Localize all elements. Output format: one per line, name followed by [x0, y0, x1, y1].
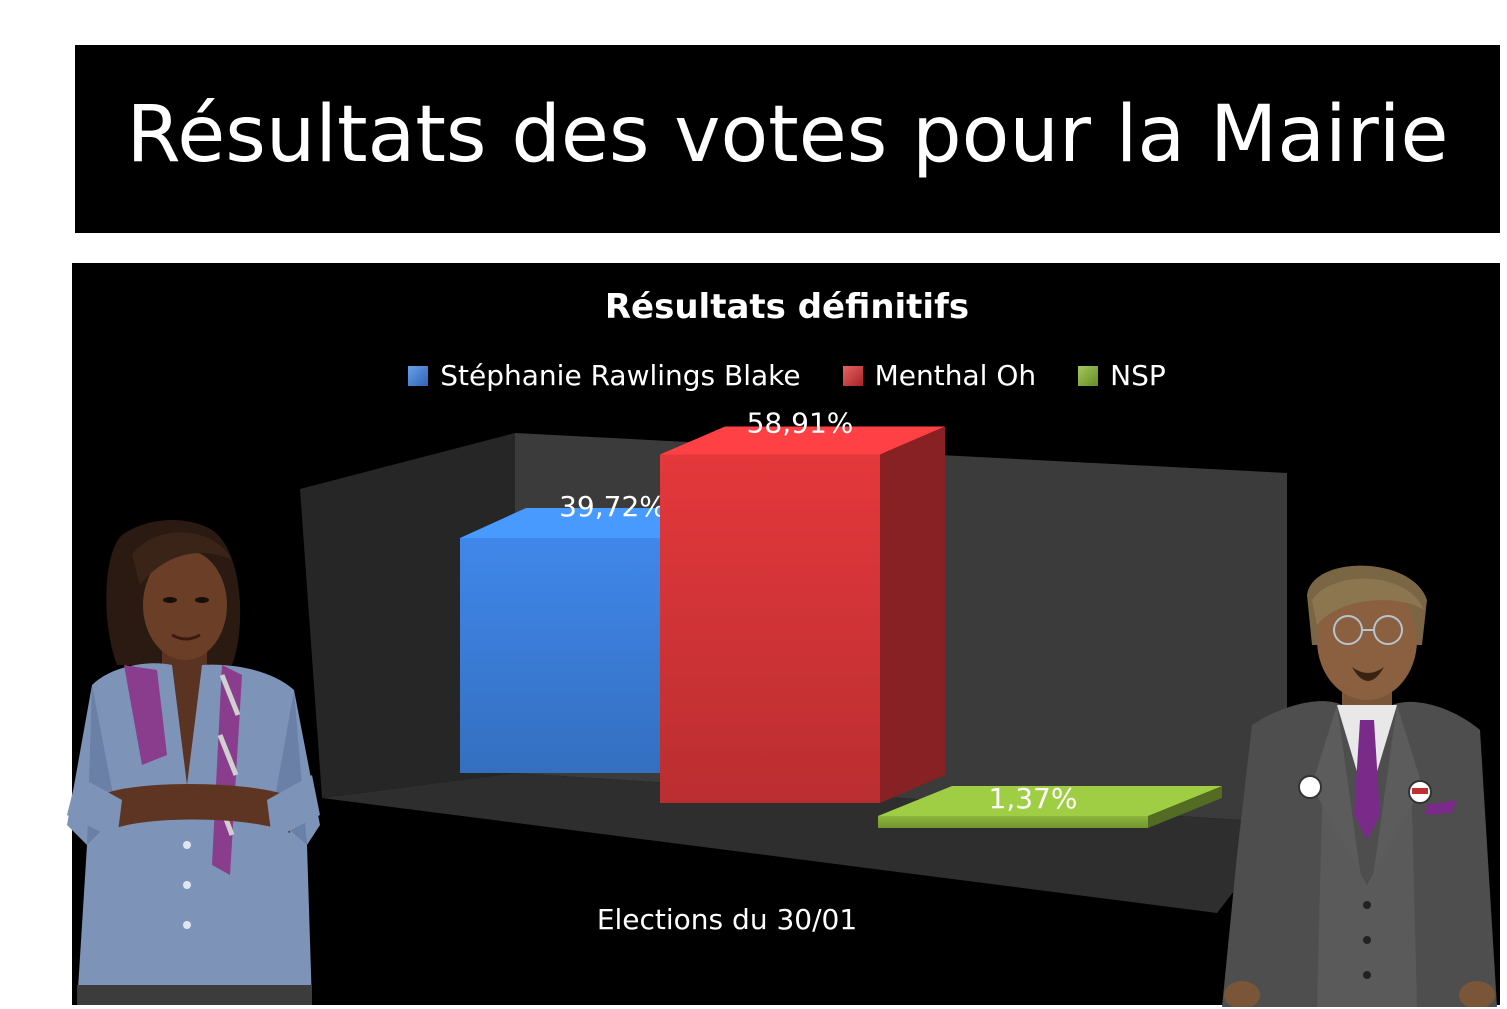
- legend-label-stephanie: Stéphanie Rawlings Blake: [440, 359, 801, 392]
- data-label-2: 1,37%: [989, 782, 1078, 815]
- legend-item-nsp: NSP: [1078, 359, 1166, 392]
- legend-label-nsp: NSP: [1110, 359, 1166, 392]
- chart-panel: Résultats définitifs Stéphanie Rawlings …: [72, 263, 1500, 1005]
- bar-top-2: [878, 786, 1222, 816]
- chart-legend: Stéphanie Rawlings Blake Menthal Oh NSP: [72, 359, 1500, 392]
- legend-item-menthal: Menthal Oh: [842, 359, 1037, 392]
- legend-label-menthal: Menthal Oh: [874, 359, 1037, 392]
- x-axis-label: Elections du 30/01: [597, 903, 857, 936]
- bar-side-1: [880, 426, 945, 803]
- chart-plot-area: 39,72% 58,91% 1,37% Elections du 30/01: [300, 406, 1287, 936]
- bar-1: [660, 454, 880, 803]
- man-avatar-figure: [1222, 565, 1497, 1007]
- bar-side-2: [1148, 786, 1222, 828]
- bar-2: [878, 816, 1148, 828]
- data-label-0: 39,72%: [559, 490, 666, 523]
- legend-swatch-menthal: [842, 365, 863, 386]
- woman-avatar-figure: [67, 519, 320, 1005]
- chart-title: Résultats définitifs: [604, 287, 970, 327]
- legend-swatch-stephanie: [408, 365, 429, 386]
- bar-0: [460, 537, 665, 773]
- title-banner: Résultats des votes pour la Mairie: [75, 45, 1500, 233]
- data-label-1: 58,91%: [747, 406, 854, 439]
- page-title: Résultats des votes pour la Mairie: [126, 90, 1449, 180]
- bar-top-1: [660, 426, 945, 455]
- legend-swatch-nsp: [1078, 365, 1099, 386]
- legend-item-stephanie: Stéphanie Rawlings Blake: [408, 359, 801, 392]
